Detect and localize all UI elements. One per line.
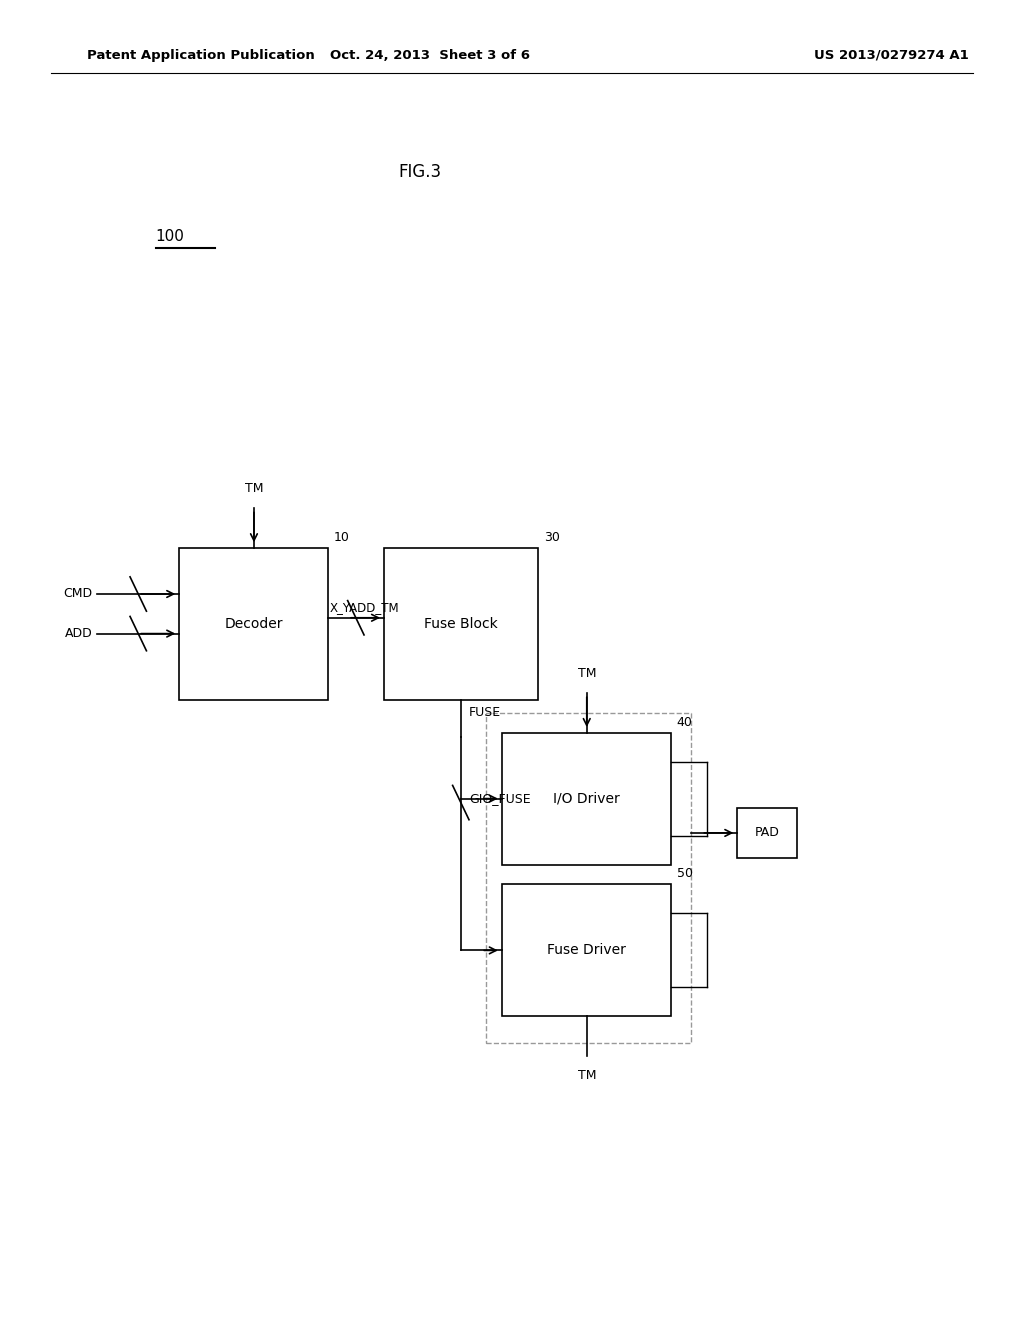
- Bar: [502, 733, 671, 865]
- Text: ADD: ADD: [65, 627, 92, 640]
- Bar: [502, 884, 671, 1016]
- Text: Oct. 24, 2013  Sheet 3 of 6: Oct. 24, 2013 Sheet 3 of 6: [330, 49, 530, 62]
- Text: 100: 100: [156, 230, 184, 244]
- Text: 40: 40: [677, 715, 693, 729]
- Text: Fuse Driver: Fuse Driver: [547, 944, 626, 957]
- Text: US 2013/0279274 A1: US 2013/0279274 A1: [813, 49, 969, 62]
- Bar: [737, 808, 797, 858]
- Text: FUSE: FUSE: [469, 706, 501, 719]
- Text: 10: 10: [334, 531, 350, 544]
- Text: CMD: CMD: [63, 587, 92, 601]
- Text: 30: 30: [544, 531, 560, 544]
- Bar: [179, 548, 328, 700]
- Text: FIG.3: FIG.3: [398, 162, 441, 181]
- Text: TM: TM: [578, 667, 596, 680]
- Text: X_YADD_TM: X_YADD_TM: [330, 601, 399, 614]
- Text: Patent Application Publication: Patent Application Publication: [87, 49, 314, 62]
- Text: TM: TM: [245, 482, 263, 495]
- Bar: [486, 713, 691, 1043]
- Text: 50: 50: [677, 867, 693, 880]
- Text: PAD: PAD: [755, 826, 779, 840]
- Bar: [384, 548, 538, 700]
- Text: GIO_FUSE: GIO_FUSE: [469, 792, 530, 805]
- Text: TM: TM: [578, 1069, 596, 1082]
- Text: Decoder: Decoder: [224, 616, 283, 631]
- Text: Fuse Block: Fuse Block: [424, 616, 498, 631]
- Text: I/O Driver: I/O Driver: [553, 792, 620, 805]
